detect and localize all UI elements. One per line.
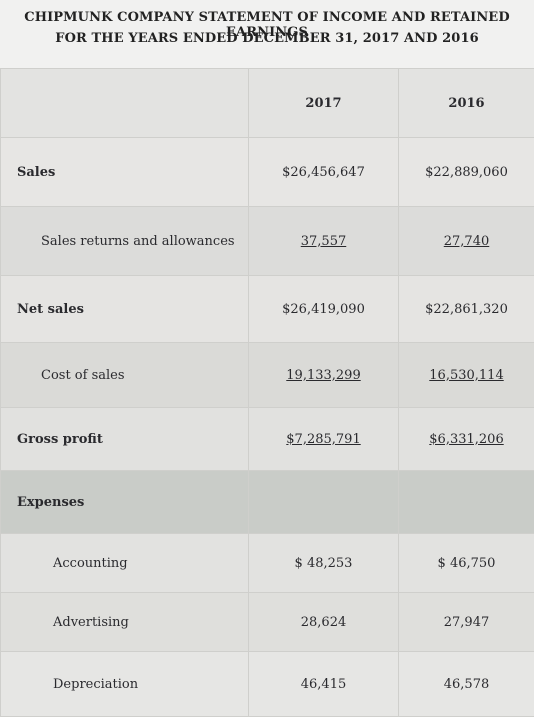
row-label-sales: Sales — [1, 138, 249, 207]
row-value-2016: 46,578 — [399, 652, 534, 717]
row-label-depreciation: Depreciation — [1, 652, 249, 717]
table-row: Sales $26,456,647 $22,889,060 — [1, 138, 534, 207]
statement-title: CHIPMUNK COMPANY STATEMENT OF INCOME AND… — [0, 0, 534, 68]
row-value-2017: $26,419,090 — [249, 276, 399, 343]
row-value-2017: 37,557 — [301, 234, 347, 249]
row-value-2017: $26,456,647 — [249, 138, 399, 207]
table-row: Accounting $ 48,253 $ 46,750 — [1, 534, 534, 593]
table-row: Cost of sales 19,133,299 16,530,114 — [1, 343, 534, 408]
row-label-net-sales: Net sales — [1, 276, 249, 343]
row-value-2017: $7,285,791 — [286, 432, 360, 447]
row-value-2016: 27,740 — [444, 234, 490, 249]
row-value-2016: $6,331,206 — [429, 432, 503, 447]
table-row: Sales returns and allowances 37,557 27,7… — [1, 207, 534, 276]
row-value-2016: 16,530,114 — [429, 368, 503, 383]
row-label-accounting: Accounting — [1, 534, 249, 593]
income-statement-table: 2017 2016 Sales $26,456,647 $22,889,060 … — [0, 68, 534, 717]
column-header-2016: 2016 — [399, 69, 534, 138]
table-row: Expenses — [1, 471, 534, 534]
table-row: Depreciation 46,415 46,578 — [1, 652, 534, 717]
row-value-2017: 28,624 — [249, 593, 399, 652]
row-value-2016: 27,947 — [399, 593, 534, 652]
row-label-gross-profit: Gross profit — [1, 408, 249, 471]
table-row: Net sales $26,419,090 $22,861,320 — [1, 276, 534, 343]
row-label-sales-returns: Sales returns and allowances — [1, 207, 249, 276]
row-value-2017: 19,133,299 — [286, 368, 360, 383]
row-value-2016 — [399, 471, 534, 534]
row-value-2017 — [249, 471, 399, 534]
statement-title-line-2: FOR THE YEARS ENDED DECEMBER 31, 2017 AN… — [0, 31, 534, 46]
row-value-2016: $22,861,320 — [399, 276, 534, 343]
header-label-cell — [1, 69, 249, 138]
row-value-2017: 46,415 — [249, 652, 399, 717]
row-label-expenses: Expenses — [1, 471, 249, 534]
row-label-advertising: Advertising — [1, 593, 249, 652]
table-header-row: 2017 2016 — [1, 69, 534, 138]
column-header-2017: 2017 — [249, 69, 399, 138]
statement-page: CHIPMUNK COMPANY STATEMENT OF INCOME AND… — [0, 0, 534, 700]
row-value-2016: $22,889,060 — [399, 138, 534, 207]
table-row: Gross profit $7,285,791 $6,331,206 — [1, 408, 534, 471]
table-row: Advertising 28,624 27,947 — [1, 593, 534, 652]
row-label-cost-of-sales: Cost of sales — [1, 343, 249, 408]
row-value-2017: $ 48,253 — [249, 534, 399, 593]
row-value-2016: $ 46,750 — [399, 534, 534, 593]
